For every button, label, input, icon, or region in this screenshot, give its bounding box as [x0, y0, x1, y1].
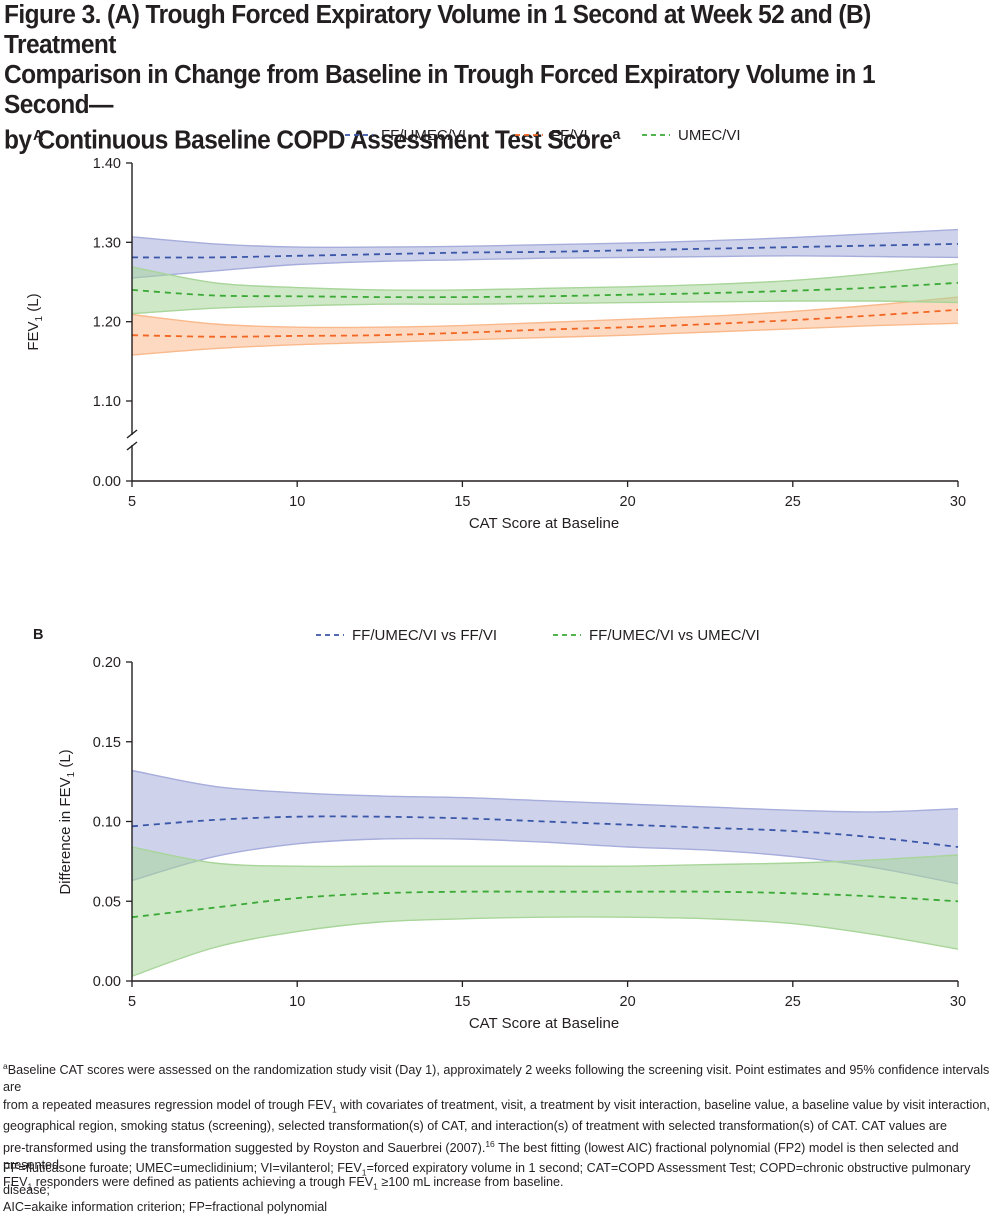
footnote-a-line-4-ref: 16 — [485, 1138, 495, 1149]
footnote-a-line-5: FEV1 responders were defined as patients… — [3, 1174, 997, 1196]
y-tick-label: 0.15 — [93, 735, 121, 751]
y-axis-title-sub: 1 — [66, 771, 77, 777]
footnote-a-line-5-sub1: 1 — [27, 1181, 33, 1192]
figure-title-line-3: by Continuous Baseline COPD Assessment T… — [4, 120, 954, 156]
x-tick-label: 25 — [785, 994, 801, 1010]
x-tick-label: 15 — [454, 994, 470, 1010]
x-tick-label: 15 — [454, 494, 470, 510]
footnote-a-line-4-post: The best fitting (lowest AIC) fractional… — [3, 1140, 959, 1172]
abbreviations: FF=fluticasone furoate; UMEC=umeclidiniu… — [3, 1160, 997, 1216]
y-tick-label: 0.20 — [93, 655, 121, 671]
y-tick-label: 1.30 — [93, 235, 121, 251]
footnote-a: aBaseline CAT scores were assessed on th… — [3, 1058, 997, 1196]
footnote-a-line-3: geographical region, smoking status (scr… — [3, 1119, 948, 1134]
chart-panel-b: B FF/UMEC/VI vs FF/VI FF/UMEC/VI vs UMEC/V… — [33, 627, 966, 1032]
y-axis-title-main: FEV — [25, 321, 42, 350]
chart-panel-a: A FF/UMEC/VI FF/VI UMEC/VI 1.40 1.30 1.20 1.10 0… — [25, 127, 966, 532]
y-tick-label: 1.40 — [93, 156, 121, 172]
y-tick-label: 1.10 — [93, 394, 121, 410]
y-axis-title-sub: 1 — [34, 315, 45, 321]
x-tick-label: 5 — [128, 494, 136, 510]
legend-label: FF/UMEC/VI vs FF/VI — [352, 627, 497, 644]
x-tick-label: 10 — [289, 994, 305, 1010]
series-line — [131, 281, 959, 299]
figure-title-line-2: Comparison in Change from Baseline in Tr… — [4, 61, 876, 119]
x-tick-label: 20 — [620, 994, 636, 1010]
abbreviations-line-1: FF=fluticasone furoate; UMEC=umeclidiniu… — [3, 1160, 997, 1199]
footnote-a-line-2: from a repeated measures regression mode… — [3, 1097, 997, 1119]
legend-label: UMEC/VI — [678, 127, 741, 144]
abbreviations-line-1-pre: FF=fluticasone furoate; UMEC=umeclidiniu… — [3, 1161, 362, 1175]
legend-label: FF/UMEC/VI — [381, 127, 466, 144]
x-axis-title: CAT Score at Baseline — [469, 1015, 619, 1032]
y-tick-label: 0.10 — [93, 815, 121, 831]
y-tick-label: 0.00 — [93, 474, 121, 490]
y-axis-title-main: Difference in FEV — [57, 777, 74, 894]
footnote-a-mark: a — [3, 1061, 8, 1071]
series-line — [131, 890, 959, 919]
footnote-a-line-2-pre: from a repeated measures regression mode… — [3, 1097, 332, 1112]
abbreviations-line-2: AIC=akaike information criterion; FP=fra… — [3, 1199, 328, 1214]
x-tick-label: 25 — [785, 494, 801, 510]
panel-label-b: B — [33, 627, 43, 643]
footnote-a-line-2-post: with covariates of treatment, visit, a t… — [336, 1097, 990, 1112]
x-tick-label: 20 — [620, 494, 636, 510]
footnote-a-line-5-sub2: 1 — [373, 1181, 378, 1192]
series-line — [131, 815, 959, 848]
series-line — [131, 243, 959, 259]
y-axis-title-unit: (L) — [57, 749, 74, 772]
ci-band — [132, 229, 958, 278]
x-tick-label: 10 — [289, 494, 305, 510]
figure-title-line-3-text: by Continuous Baseline COPD Assessment T… — [4, 126, 613, 155]
footnote-a-line-2-sub: 1 — [332, 1104, 337, 1115]
ci-band — [132, 297, 958, 355]
ci-band-upper-edge — [131, 769, 959, 813]
footnote-a-line-4: pre-transformed using the transformation… — [3, 1136, 997, 1175]
ci-band-lower-edge — [131, 300, 959, 315]
ci-band-upper-edge — [131, 263, 959, 291]
x-tick-label: 30 — [950, 994, 966, 1010]
ci-band-upper-edge — [131, 846, 959, 868]
abbreviations-line-1-post: =forced expiratory volume in 1 second; C… — [3, 1161, 971, 1197]
series-line — [131, 308, 959, 338]
x-tick-label: 5 — [128, 994, 136, 1010]
y-axis-title: FEV1 (L) — [25, 293, 45, 350]
x-axis-title: CAT Score at Baseline — [469, 515, 619, 532]
footnote-a-line-5-p2: responders were defined as patients achi… — [32, 1175, 374, 1190]
panel-label-a: A — [33, 128, 44, 144]
footnote-a-line-5-p3: ≥100 mL increase from baseline. — [377, 1175, 564, 1190]
ci-band-upper-edge — [131, 228, 959, 249]
axis-break-mark — [126, 429, 138, 439]
ci-band — [132, 770, 958, 884]
y-tick-label: 0.00 — [93, 974, 121, 990]
axis-break-mark — [126, 441, 138, 451]
figure-title: Figure 3. (A) Trough Forced Expiratory V… — [4, 0, 954, 156]
y-axis-title: Difference in FEV1 (L) — [57, 749, 77, 894]
figure-title-footnote-mark: a — [612, 126, 620, 143]
ci-band-lower-edge — [131, 255, 959, 279]
legend-label: FF/UMEC/VI vs UMEC/VI — [589, 627, 760, 644]
ci-band-lower-edge — [131, 837, 959, 885]
ci-band-lower-edge — [131, 322, 959, 356]
legend-label: FF/VI — [551, 127, 588, 144]
ci-band-upper-edge — [131, 296, 959, 329]
footnote-a-line-1-text: Baseline CAT scores were assessed on the… — [3, 1063, 990, 1095]
y-tick-label: 1.20 — [93, 315, 121, 331]
figure-title-line-1: Figure 3. (A) Trough Forced Expiratory V… — [4, 1, 871, 59]
ci-band — [132, 847, 958, 977]
footnote-a-line-5-p1: FEV — [3, 1175, 28, 1190]
y-tick-label: 0.05 — [93, 894, 121, 910]
footnote-a-line-4-pre: pre-transformed using the transformation… — [3, 1140, 486, 1155]
abbreviations-line-1-sub: 1 — [361, 1167, 367, 1178]
footnote-a-line-1: aBaseline CAT scores were assessed on th… — [3, 1058, 997, 1097]
y-axis-title-unit: (L) — [25, 293, 42, 316]
x-tick-label: 30 — [950, 494, 966, 510]
ci-band-lower-edge — [131, 916, 959, 977]
